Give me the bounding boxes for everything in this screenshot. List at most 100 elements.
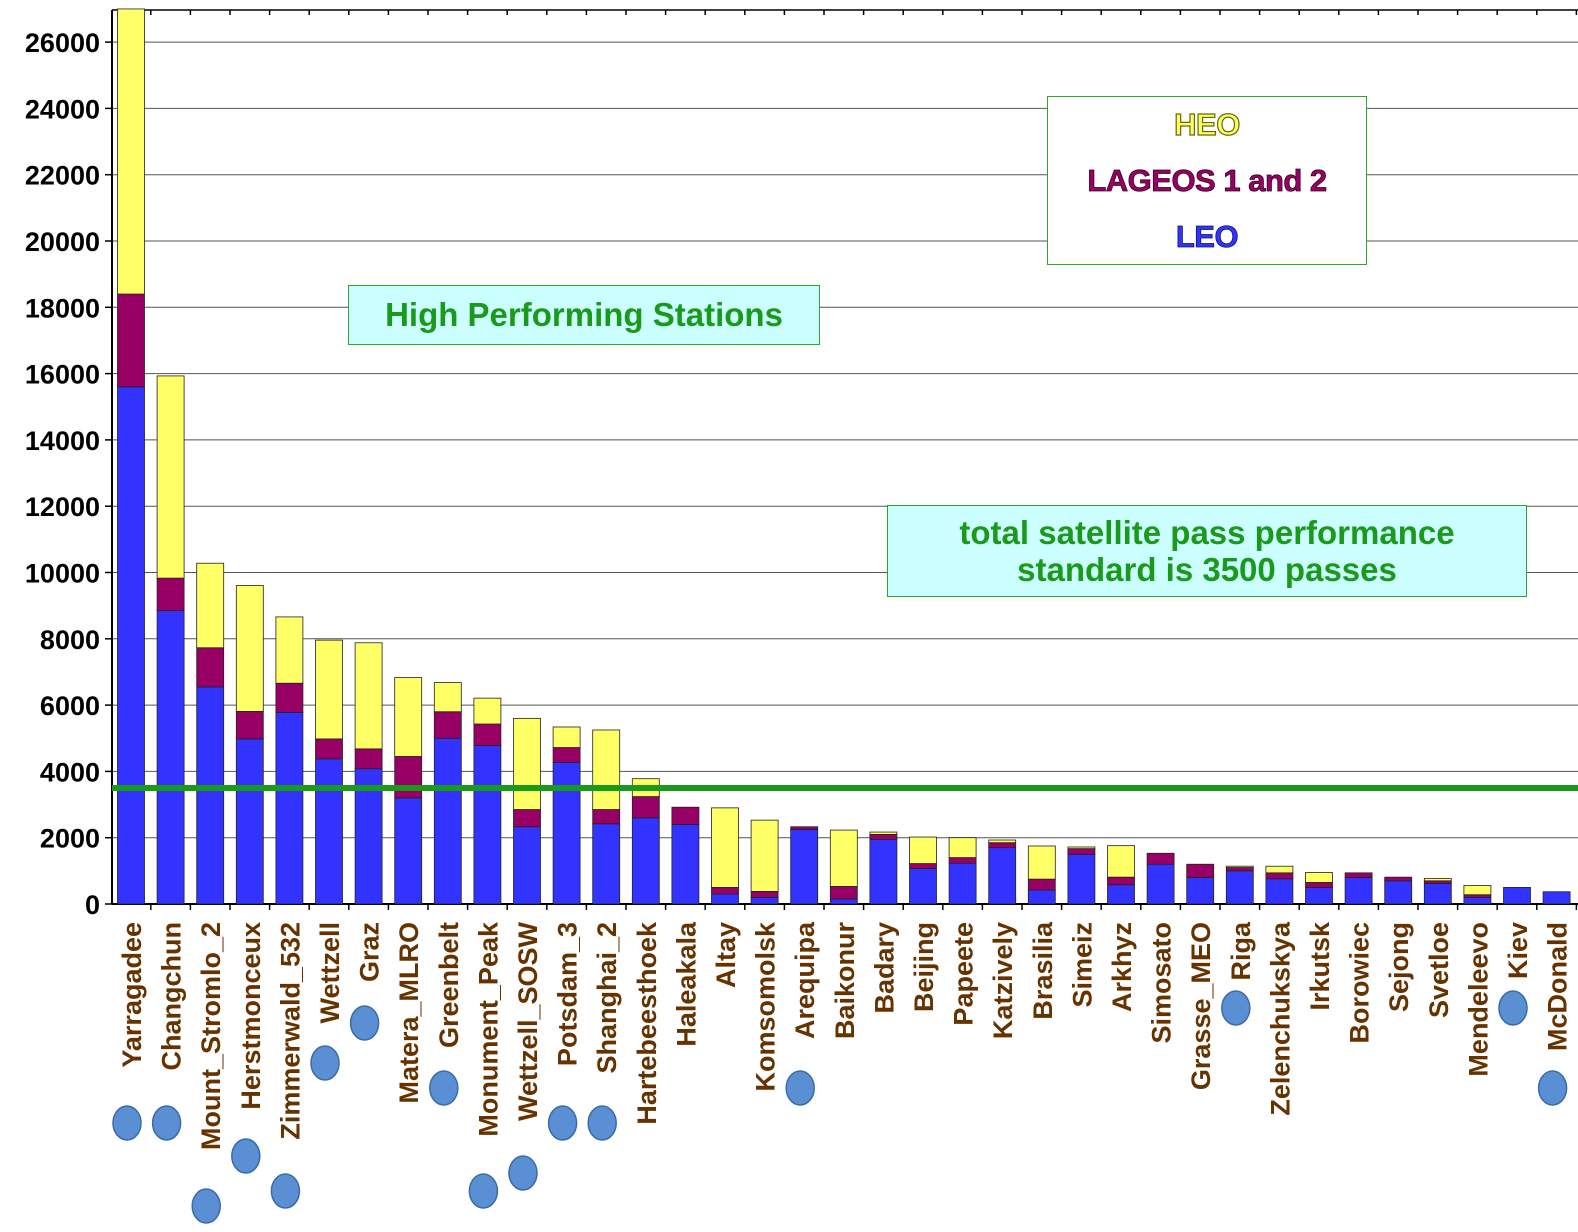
bar-segment-lageos [1344, 872, 1373, 878]
y-tick-label: 4000 [40, 757, 100, 787]
bar-segment-leo [1503, 887, 1531, 905]
bar-segment-lageos [354, 748, 383, 770]
y-tick-label: 10000 [25, 559, 100, 589]
station-label: Wettzell_SOSW [513, 921, 543, 1121]
station-label: Hartebeesthoek [632, 921, 662, 1125]
station-marker [349, 1005, 380, 1041]
bar-segment-lageos [394, 756, 423, 799]
station-label: Matera_MLRO [394, 922, 424, 1104]
bar-segment-lageos [829, 886, 858, 900]
bar-segment-lageos [711, 887, 739, 895]
bar-segment-leo [1305, 887, 1333, 905]
bar-segment-lageos [1146, 852, 1175, 865]
bar-segment-heo [750, 819, 779, 892]
bar-segment-lageos [948, 857, 977, 864]
bar-segment-leo [1265, 878, 1294, 905]
legend-lageos: LAGEOS 1 and 2 [1087, 162, 1328, 198]
station-label: Badary [869, 922, 899, 1014]
bar-segment-lageos [1305, 882, 1333, 888]
bar-segment-lageos [750, 891, 779, 898]
station-marker [112, 1105, 142, 1141]
bar-segment-lageos [671, 806, 700, 825]
bar-segment-leo [1067, 853, 1096, 905]
bar-segment-leo [631, 817, 660, 905]
legend: HEO LAGEOS 1 and 2 LEO [1047, 96, 1367, 265]
bar-segment-heo [1027, 845, 1056, 880]
bar-segment-lageos [513, 809, 541, 828]
bar-segment-leo [315, 758, 343, 905]
station-label: Wettzell [315, 922, 345, 1024]
bar-segment-leo [1107, 884, 1135, 905]
station-label: Borowiec [1345, 922, 1375, 1044]
station-marker [1221, 990, 1251, 1026]
bar-segment-heo [117, 8, 145, 295]
bar-segment-lageos [592, 809, 621, 825]
bar-segment-lageos [473, 723, 502, 746]
station-label: Svetloe [1424, 922, 1454, 1018]
bar-segment-leo [394, 797, 423, 905]
bar-segment-leo [750, 896, 779, 905]
bar-segment-heo [909, 836, 937, 864]
station-label: Monument_Peak [473, 921, 503, 1137]
station-label: Mendeleevo [1463, 922, 1493, 1077]
bar-segment-heo [552, 726, 581, 748]
bar-segment-heo [1067, 846, 1096, 850]
bar-segment-leo [829, 898, 858, 905]
bar-segment-heo [988, 839, 1017, 844]
bar-segment-leo [1423, 883, 1452, 905]
bar-segment-lageos [552, 747, 581, 763]
station-marker [231, 1138, 261, 1174]
station-marker [785, 1070, 815, 1106]
bar-segment-leo [1542, 891, 1571, 905]
station-marker [1537, 1070, 1568, 1106]
bar-segment-leo [1463, 896, 1492, 905]
bar-segment-leo [711, 893, 739, 905]
bar-segment-lageos [1225, 867, 1254, 872]
bar-segment-lageos [275, 682, 304, 713]
y-tick-label: 12000 [25, 492, 100, 522]
high-performing-annotation: High Performing Stations [348, 285, 820, 345]
station-label: Mount_Stromlo_2 [196, 922, 226, 1150]
bar-segment-lageos [1384, 876, 1413, 882]
bar-segment-heo [1225, 865, 1254, 868]
bar-segment-heo [869, 831, 898, 835]
station-marker [429, 1070, 459, 1106]
station-label: McDonald [1543, 922, 1573, 1051]
high-performing-label: High Performing Stations [385, 296, 783, 333]
bar-segment-heo [354, 642, 383, 750]
station-label: Beijing [909, 922, 939, 1012]
bar-segment-lageos [433, 711, 462, 739]
bar-segment-leo [592, 823, 621, 905]
station-label: Riga [1226, 921, 1256, 980]
bar-segment-heo [394, 677, 423, 757]
station-label: Graz [355, 922, 385, 982]
y-tick-label: 16000 [25, 360, 100, 390]
station-label: Papeete [949, 922, 979, 1026]
y-tick-label: 26000 [25, 28, 100, 58]
station-label: Zimmerwald_532 [275, 922, 305, 1140]
station-label: Sejong [1384, 922, 1414, 1012]
bar-segment-heo [235, 585, 264, 712]
bar-segment-lageos [196, 647, 225, 688]
bar-segment-heo [829, 829, 858, 887]
station-label: Yarragadee [117, 922, 147, 1068]
station-label: Herstmonceux [236, 922, 266, 1110]
bar-segment-leo [671, 824, 700, 905]
bar-segment-heo [948, 837, 977, 858]
station-label: Katzively [988, 922, 1018, 1039]
bar-segment-leo [988, 847, 1017, 905]
bar-segment-leo [1186, 877, 1215, 905]
station-label: Komsomolsk [751, 921, 781, 1092]
y-tick-label: 2000 [40, 824, 100, 854]
station-label: Kiev [1503, 922, 1533, 979]
bar-segment-leo [552, 762, 581, 905]
bar-segment-heo [1107, 845, 1135, 878]
bar-segment-lageos [156, 577, 185, 612]
standard-label-line1: total satellite pass performance [959, 514, 1455, 551]
station-label: Grasse_MEO [1186, 922, 1216, 1090]
bar-segment-leo [235, 738, 264, 905]
bar-segment-lageos [315, 738, 343, 760]
legend-leo: LEO [1175, 218, 1239, 254]
station-label: Zelenchukskya [1265, 921, 1295, 1116]
bar-segment-lageos [869, 833, 898, 840]
